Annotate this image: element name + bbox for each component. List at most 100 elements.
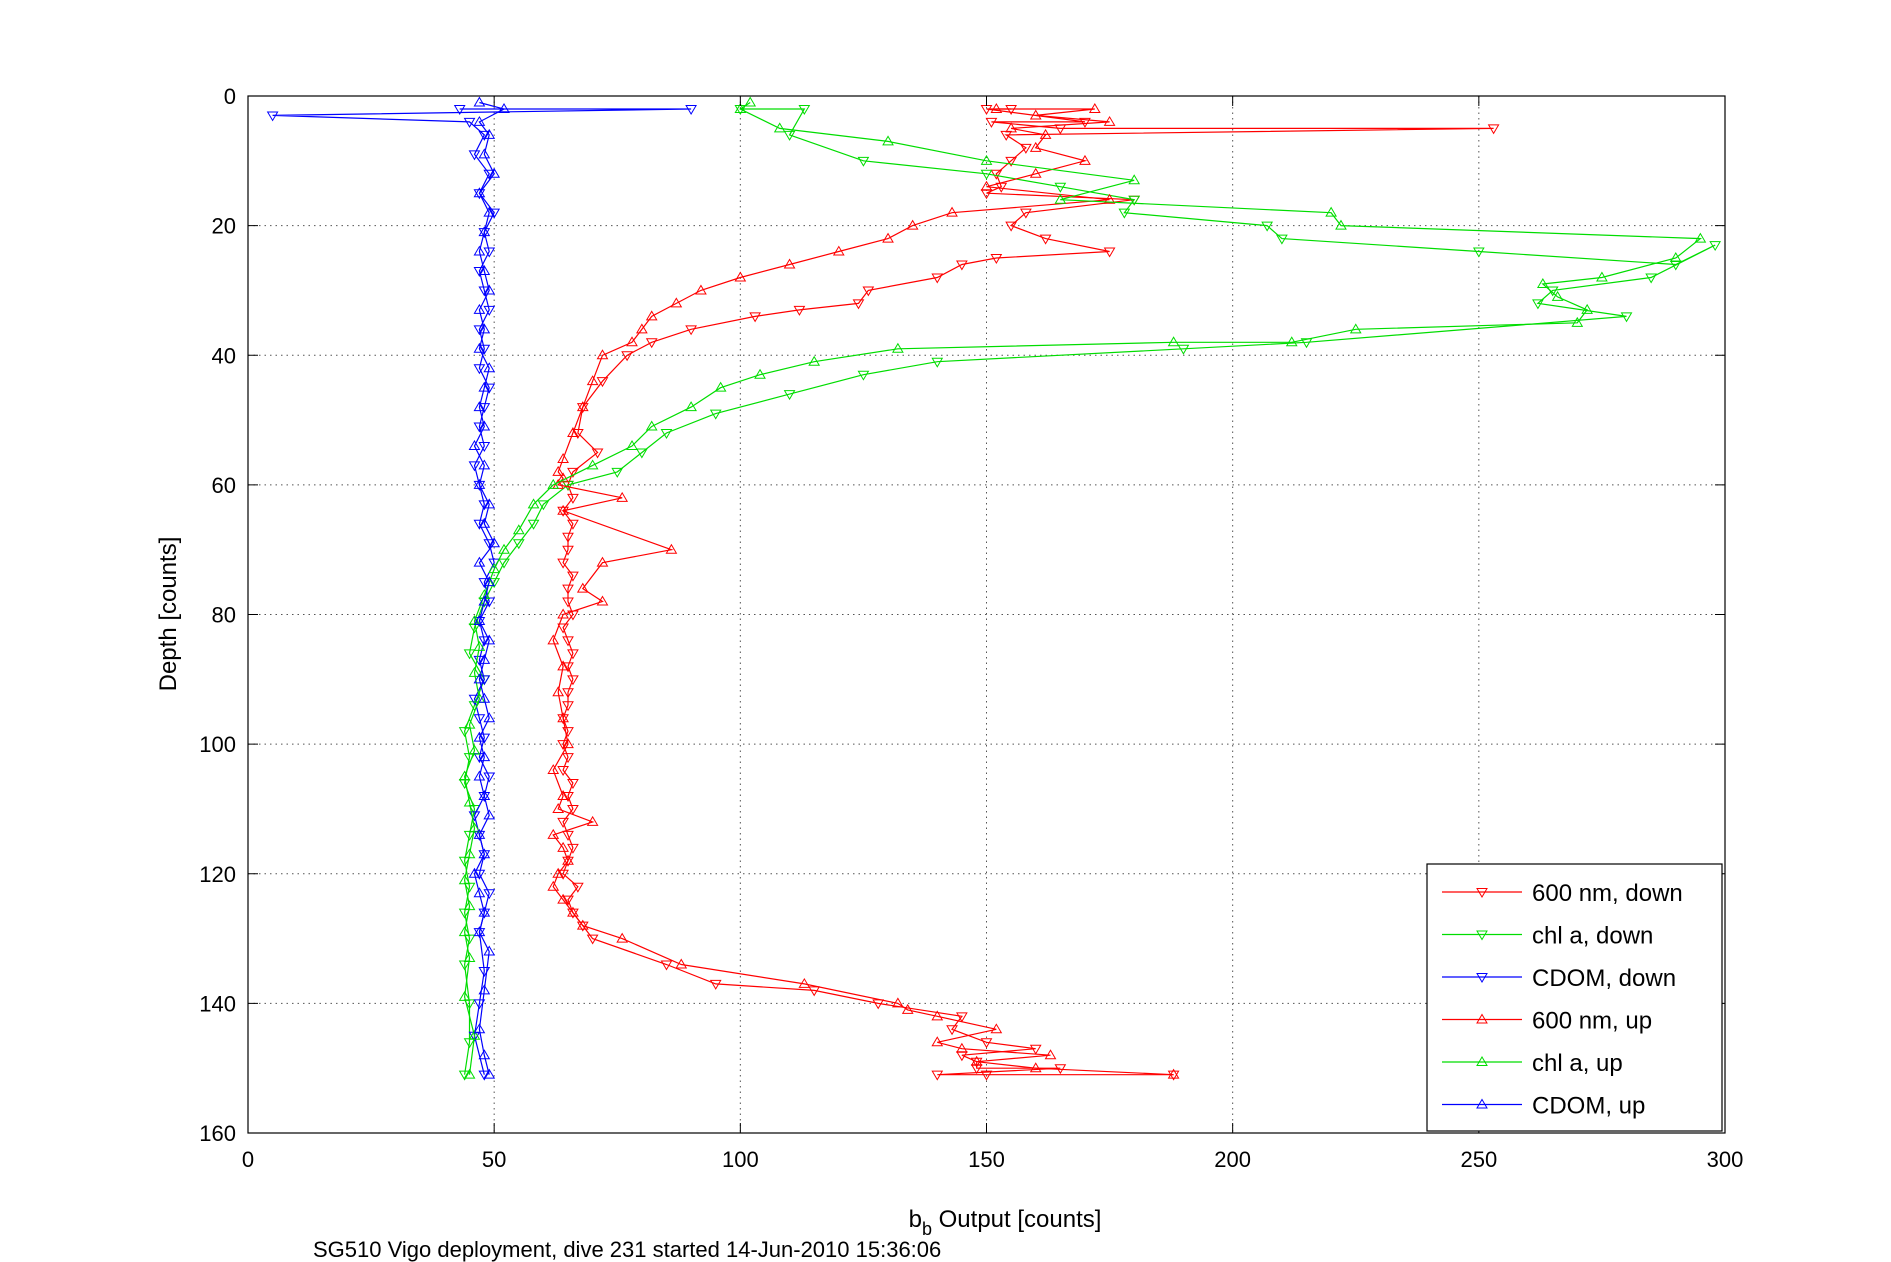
data-point-marker — [478, 789, 491, 800]
data-point-marker — [473, 245, 486, 256]
data-point-marker — [562, 584, 574, 595]
data-point-marker — [931, 1036, 944, 1047]
data-point-marker — [473, 266, 486, 277]
data-point-marker — [453, 104, 466, 115]
data-point-marker — [483, 383, 496, 394]
data-point-marker — [478, 733, 491, 744]
data-point-marker — [1039, 128, 1052, 139]
data-point-marker — [808, 355, 821, 366]
legend: 600 nm, down chl a, down CDOM, down 600 nm,… — [1426, 863, 1723, 1132]
data-point-marker — [483, 206, 496, 217]
series-600-nm-down — [557, 104, 1500, 1081]
data-point-marker — [473, 401, 486, 412]
data-point-marker — [734, 271, 747, 282]
data-point-marker — [665, 543, 678, 554]
data-point-marker — [685, 325, 697, 336]
data-point-marker — [473, 478, 486, 489]
data-point-marker — [483, 945, 496, 956]
data-point-marker — [1571, 316, 1584, 327]
data-point-marker — [645, 420, 658, 431]
data-point-marker — [1645, 273, 1658, 284]
data-point-marker — [473, 556, 486, 567]
data-point-marker — [473, 1023, 486, 1034]
data-point-marker — [478, 228, 491, 239]
data-point-marker — [1029, 141, 1042, 152]
data-point-marker — [567, 427, 579, 438]
data-point-marker — [576, 403, 589, 414]
data-point-marker — [1276, 234, 1288, 245]
data-point-marker — [576, 401, 589, 412]
data-point-marker — [1103, 193, 1116, 204]
data-point-marker — [1709, 241, 1722, 252]
data-point-marker — [832, 245, 845, 256]
data-point-marker — [956, 1051, 968, 1062]
data-point-marker — [808, 986, 821, 997]
data-point-marker — [1005, 156, 1017, 167]
data-point-marker — [512, 539, 525, 550]
data-point-marker — [1285, 336, 1298, 347]
data-point-marker — [798, 977, 811, 988]
data-point-marker — [478, 589, 491, 600]
data-point-marker — [547, 478, 560, 489]
data-point-marker — [473, 325, 486, 336]
data-point-marker — [473, 519, 486, 530]
data-point-marker — [586, 934, 599, 945]
data-point-marker — [557, 817, 569, 828]
data-point-marker — [567, 571, 579, 582]
data-point-marker — [990, 102, 1003, 113]
data-point-marker — [862, 286, 875, 297]
data-point-marker — [557, 766, 569, 777]
data-point-marker — [468, 1029, 481, 1040]
data-point-marker — [946, 206, 958, 217]
legend-item: chl a, up — [1442, 1050, 1623, 1077]
data-point-marker — [458, 770, 471, 781]
data-point-marker — [567, 519, 579, 530]
data-point-marker — [567, 675, 579, 686]
data-point-marker — [985, 117, 998, 128]
y-tick-labels: 0 20 40 60 80 100 120 140 160 — [199, 84, 236, 1146]
data-point-marker — [557, 472, 569, 483]
data-point-marker — [783, 390, 796, 401]
data-point-marker — [562, 545, 574, 556]
data-point-marker — [478, 265, 491, 275]
data-point-marker — [557, 452, 569, 463]
data-point-marker — [892, 342, 904, 353]
data-point-marker — [852, 299, 865, 310]
data-point-marker — [473, 614, 486, 625]
data-point-marker — [483, 889, 496, 900]
data-point-marker — [557, 623, 569, 634]
data-point-marker — [1472, 247, 1485, 258]
data-point-marker — [571, 882, 584, 893]
data-point-marker — [478, 578, 491, 589]
data-point-marker — [635, 323, 648, 334]
data-point-marker — [1128, 174, 1141, 185]
x-tick-label: 150 — [968, 1147, 1005, 1172]
data-point-marker — [1029, 1062, 1042, 1073]
legend-label: chl a, down — [1532, 923, 1653, 950]
legend-item: CDOM, up — [1442, 1093, 1645, 1120]
data-point-marker — [478, 130, 491, 141]
data-point-marker — [1103, 115, 1116, 126]
data-point-marker — [562, 688, 574, 699]
data-point-marker — [473, 189, 486, 200]
data-point-marker — [458, 1070, 471, 1081]
y-tick-label: 100 — [199, 732, 236, 757]
data-point-marker — [1039, 234, 1052, 245]
data-point-marker — [571, 429, 584, 440]
data-point-marker — [478, 692, 491, 703]
data-point-marker — [1335, 219, 1347, 230]
data-point-marker — [473, 926, 486, 937]
legend-label: 600 nm, down — [1532, 880, 1683, 907]
legend-swatch-marker — [1476, 1056, 1488, 1066]
data-point-marker — [773, 122, 786, 133]
data-point-marker — [567, 493, 579, 504]
data-point-marker — [956, 1042, 968, 1053]
data-point-marker — [562, 895, 574, 906]
data-point-marker — [478, 381, 491, 392]
x-tick-label: 0 — [242, 1147, 254, 1172]
series-cdom-up — [468, 96, 510, 1079]
data-point-marker — [576, 582, 589, 593]
data-point-marker — [547, 880, 560, 891]
data-point-marker — [645, 310, 658, 321]
